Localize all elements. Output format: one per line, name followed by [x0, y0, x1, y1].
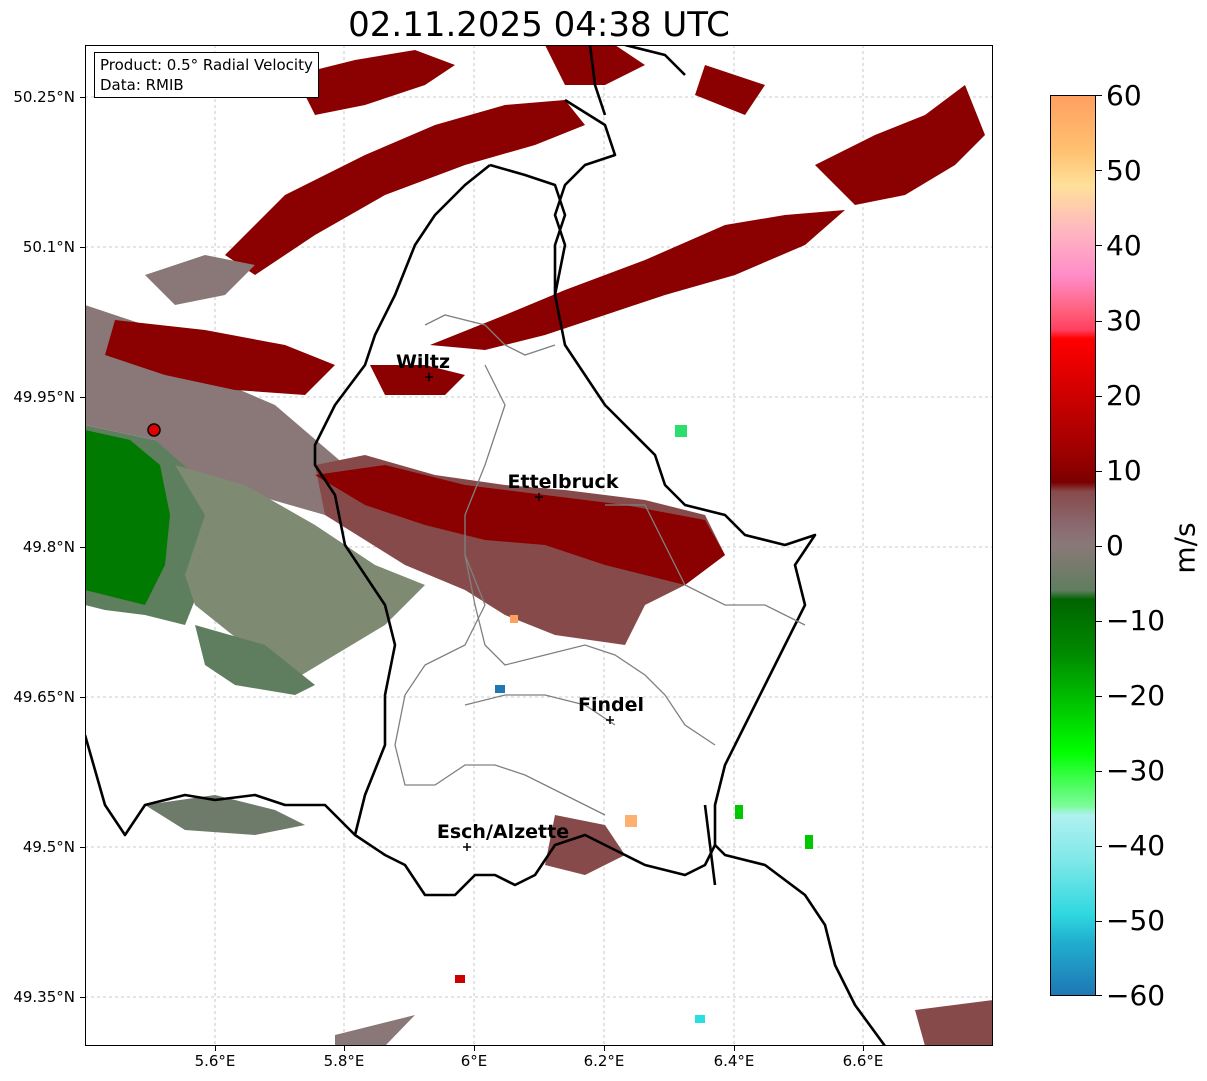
colorbar-tick-label: 60 [1106, 79, 1142, 112]
lat-tick-label: 49.35°N [13, 988, 75, 1006]
velocity-colorbar [1050, 95, 1096, 996]
colorbar-tick-label: 40 [1106, 229, 1142, 262]
lat-tick-label: 49.8°N [22, 538, 75, 556]
lat-tick-label: 49.95°N [13, 388, 75, 406]
map-title: 02.11.2025 04:38 UTC [348, 5, 730, 45]
lat-tick-label: 49.5°N [22, 838, 75, 856]
country-borders [85, 45, 887, 1046]
lon-tick-label: 6.4°E [713, 1052, 755, 1070]
map-canvas: Wiltz Ettelbruck Findel Esch/Alzette [85, 45, 993, 1046]
lon-tick-label: 6°E [460, 1052, 488, 1070]
city-label-ettelbruck: Ettelbruck [508, 471, 619, 493]
colorbar-tick-label: −30 [1106, 754, 1166, 787]
city-label-wiltz: Wiltz [396, 351, 450, 373]
colorbar-tick-label: 50 [1106, 154, 1142, 187]
colorbar-tick-label: −20 [1106, 679, 1166, 712]
lat-tick-label: 50.1°N [22, 238, 75, 256]
info-box: Product: 0.5° Radial Velocity Data: RMIB [94, 52, 319, 98]
colorbar-tick-label: −10 [1106, 604, 1166, 637]
velocity-echoes [85, 45, 993, 1046]
colorbar-unit-label: m/s [1168, 522, 1202, 574]
colorbar-tick-label: 30 [1106, 304, 1142, 337]
lon-tick-label: 6.2°E [583, 1052, 625, 1070]
radar-site-marker [147, 423, 161, 437]
colorbar-tick-label: 20 [1106, 379, 1142, 412]
colorbar-tick-label: −60 [1106, 979, 1166, 1012]
colorbar-tick-label: 10 [1106, 454, 1142, 487]
lon-tick-label: 5.8°E [323, 1052, 365, 1070]
product-label: Product: 0.5° Radial Velocity [100, 56, 313, 74]
city-label-esch-alzette: Esch/Alzette [437, 821, 569, 843]
colorbar-tick-label: −50 [1106, 904, 1166, 937]
city-markers [425, 373, 614, 851]
district-borders [394, 314, 806, 816]
lon-tick-label: 5.6°E [194, 1052, 236, 1070]
colorbar-tick-label: 0 [1106, 529, 1124, 562]
colorbar-tick-label: −40 [1106, 829, 1166, 862]
data-source-label: Data: RMIB [100, 76, 184, 94]
city-label-findel: Findel [578, 694, 644, 716]
lat-tick-label: 49.65°N [13, 688, 75, 706]
radar-map[interactable]: Wiltz Ettelbruck Findel Esch/Alzette [85, 45, 993, 1046]
lat-tick-label: 50.25°N [13, 88, 75, 106]
lon-tick-label: 6.6°E [842, 1052, 884, 1070]
